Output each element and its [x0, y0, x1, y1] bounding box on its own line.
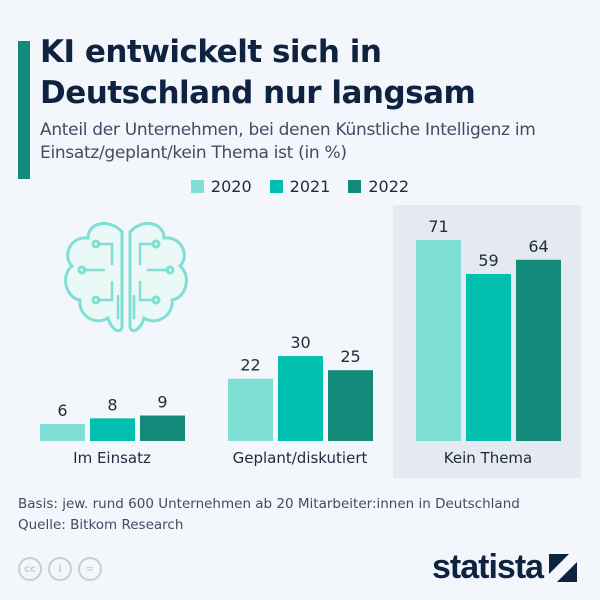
data-label: 30 — [290, 333, 310, 352]
brain-icon — [64, 222, 188, 333]
cc-icon[interactable]: cc — [18, 557, 42, 581]
bar-2021-2 — [466, 273, 511, 441]
data-label: 64 — [528, 237, 548, 256]
basis-note: Basis: jew. rund 600 Unternehmen ab 20 M… — [18, 496, 520, 512]
bar-2021-0 — [90, 418, 135, 441]
title-accent-bar — [18, 41, 30, 179]
legend-item-2022: 2022 — [348, 177, 409, 196]
bar-2022-2 — [516, 259, 561, 441]
data-label: 9 — [157, 393, 167, 412]
attribution-icon[interactable]: i — [48, 557, 72, 581]
legend-item-2021: 2021 — [269, 177, 330, 196]
license-icons: cc i = — [18, 557, 102, 581]
subtitle: Anteil der Unternehmen, bei denen Künstl… — [40, 120, 536, 163]
page-title: KI entwickelt sich in Deutschland nur lan… — [40, 34, 476, 111]
legend-item-2020: 2020 — [190, 177, 252, 196]
bar-2020-0 — [40, 424, 85, 441]
bar-2020-2 — [416, 240, 461, 441]
statista-logo[interactable]: statista — [432, 548, 578, 587]
no-derivatives-icon[interactable]: = — [78, 557, 102, 581]
data-label: 71 — [428, 217, 448, 236]
bar-2020-1 — [228, 378, 273, 441]
data-label: 22 — [240, 356, 260, 375]
legend: 2020 2021 2022 — [0, 177, 600, 196]
statista-logo-mark-icon — [549, 553, 578, 582]
bar-2022-0 — [140, 415, 185, 441]
category-label: Kein Thema — [444, 449, 532, 467]
source-note: Quelle: Bitkom Research — [18, 517, 184, 533]
data-label: 59 — [478, 251, 498, 270]
data-label: 25 — [340, 347, 360, 366]
footer-notes: Basis: jew. rund 600 Unternehmen ab 20 M… — [18, 494, 520, 536]
data-label: 6 — [57, 401, 67, 420]
bar-2022-1 — [328, 370, 373, 441]
category-label: Geplant/diskutiert — [233, 449, 368, 467]
bar-2021-1 — [278, 356, 323, 441]
category-label: Im Einsatz — [73, 449, 151, 467]
data-label: 8 — [107, 395, 117, 414]
